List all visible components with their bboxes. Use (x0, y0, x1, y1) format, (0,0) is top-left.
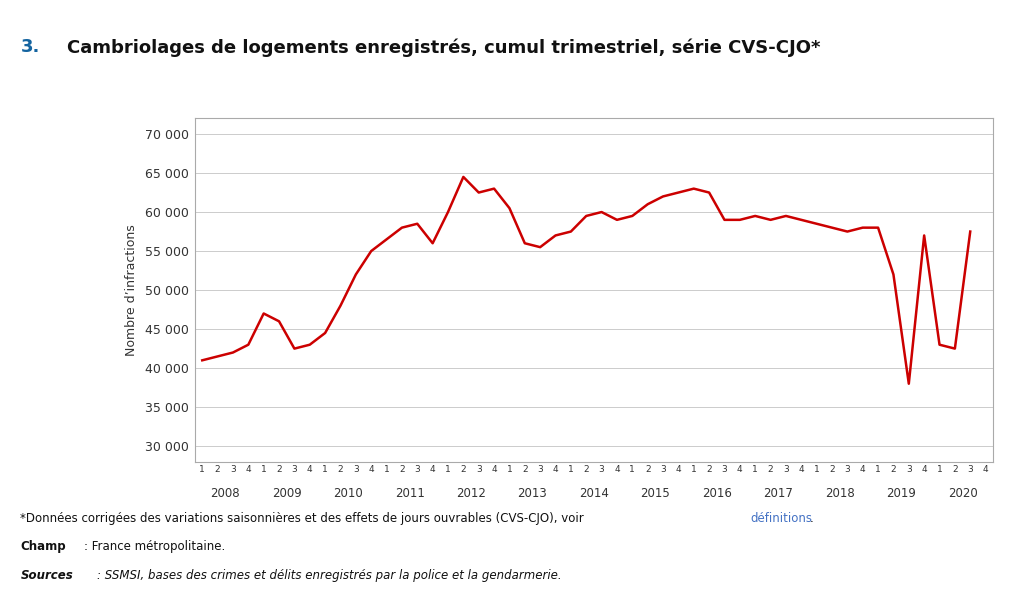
Text: Cambriolages de logements enregistrés, cumul trimestriel, série CVS-CJO*: Cambriolages de logements enregistrés, c… (67, 38, 820, 57)
Text: définitions: définitions (751, 512, 813, 525)
Text: *Données corrigées des variations saisonnières et des effets de jours ouvrables : *Données corrigées des variations saison… (20, 512, 588, 525)
Text: : SSMSI, bases des crimes et délits enregistrés par la police et la gendarmerie.: : SSMSI, bases des crimes et délits enre… (97, 569, 562, 582)
Text: : France métropolitaine.: : France métropolitaine. (84, 540, 225, 554)
Text: Champ: Champ (20, 540, 67, 554)
Y-axis label: Nombre d’infractions: Nombre d’infractions (125, 224, 138, 356)
Text: Sources: Sources (20, 569, 74, 582)
Text: .: . (810, 512, 814, 525)
Text: 3.: 3. (20, 38, 40, 56)
